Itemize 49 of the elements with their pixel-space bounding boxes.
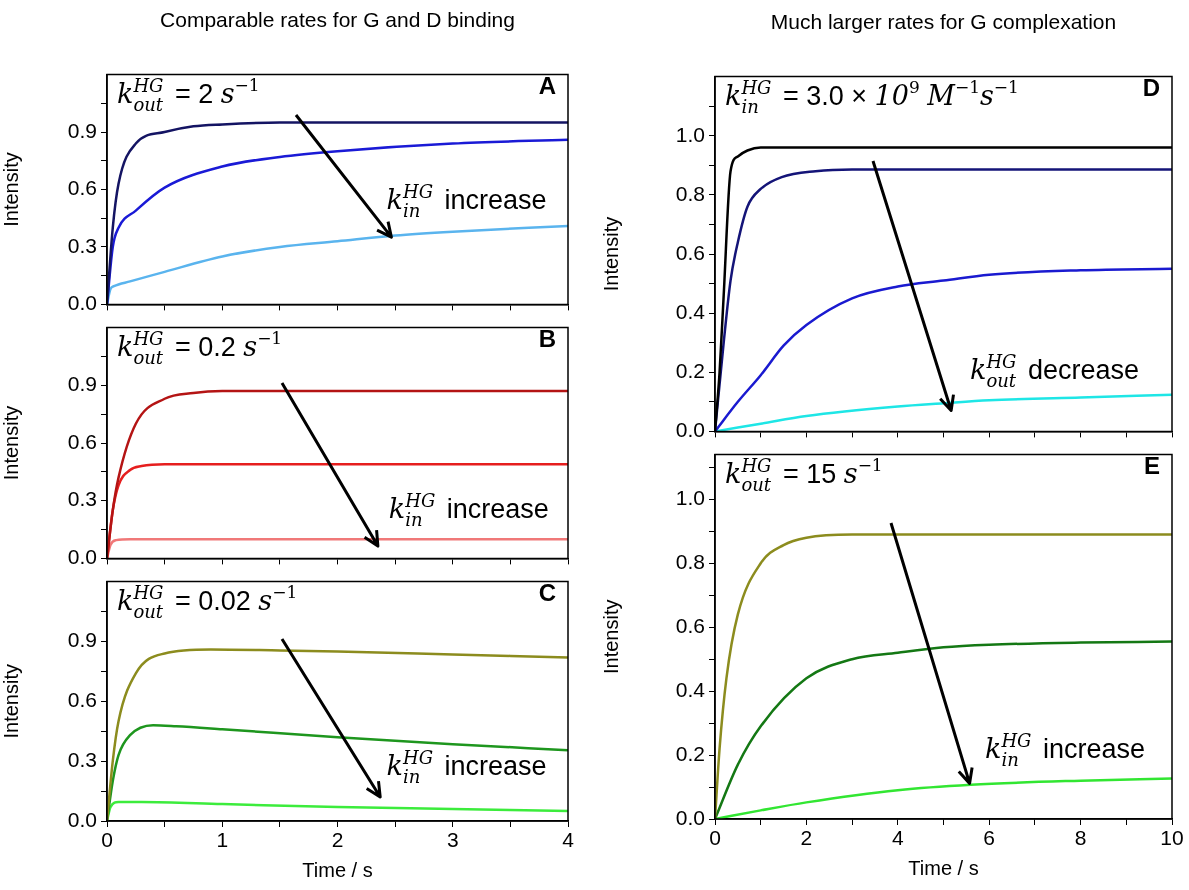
- y-tick-label: 0.6: [675, 614, 705, 638]
- y-tick-label: 0.2: [675, 741, 705, 765]
- chart-title: Much larger rates for G complexation: [770, 10, 1117, 34]
- y-tick-label: 0.4: [675, 677, 706, 701]
- y-axis-title: Intensity: [0, 152, 22, 227]
- x-tick-label: 2: [800, 826, 813, 850]
- x-tick-label: 6: [983, 826, 996, 850]
- x-tick-label: 4: [891, 826, 904, 850]
- y-tick-label: 0.0: [675, 418, 705, 442]
- y-tick-label: 0.3: [67, 487, 97, 511]
- y-tick-label: 0.6: [67, 688, 97, 712]
- y-axis-title: Intensity: [0, 664, 22, 739]
- y-tick-label: 0.8: [675, 181, 705, 205]
- y-tick-label: 1.0: [675, 122, 705, 146]
- x-tick-label: 3: [446, 828, 459, 852]
- annotation: D: [1142, 74, 1160, 101]
- x-tick-label: 0: [709, 826, 721, 850]
- y-tick-label: 0.3: [67, 233, 97, 257]
- annotation: E: [1143, 452, 1160, 479]
- y-tick-label: 0.6: [67, 176, 97, 200]
- annotation: A: [538, 72, 556, 99]
- x-tick-label: 0: [101, 828, 113, 852]
- x-axis-title: Time / s: [908, 856, 979, 879]
- y-tick-label: 0.0: [67, 545, 97, 569]
- y-tick-label: 0.0: [67, 291, 97, 315]
- y-tick-label: 0.8: [675, 550, 705, 574]
- y-tick-label: 0.0: [67, 807, 97, 831]
- x-tick-label: 2: [331, 828, 344, 852]
- x-axis-title: Time / s: [302, 858, 373, 881]
- x-tick-label: 1: [216, 828, 229, 852]
- x-tick-label: 10: [1160, 826, 1184, 850]
- y-tick-label: 1.0: [675, 486, 705, 510]
- y-tick-label: 0.9: [67, 628, 97, 652]
- annotation: C: [538, 579, 556, 606]
- chart-title: Comparable rates for G and D binding: [160, 8, 515, 32]
- y-axis-title: Intensity: [599, 599, 622, 675]
- y-tick-label: 0.3: [67, 747, 97, 771]
- y-tick-label: 0.0: [675, 805, 705, 829]
- y-tick-label: 0.6: [675, 240, 705, 264]
- y-axis-title: Intensity: [0, 405, 22, 481]
- y-tick-label: 0.9: [67, 372, 97, 396]
- y-axis-title: Intensity: [599, 216, 622, 292]
- annotation: B: [538, 325, 556, 352]
- y-tick-label: 0.9: [67, 118, 97, 142]
- x-tick-label: 4: [562, 828, 575, 852]
- y-tick-label: 0.2: [675, 359, 705, 383]
- y-tick-label: 0.6: [67, 429, 97, 453]
- x-tick-label: 8: [1074, 826, 1087, 850]
- y-tick-label: 0.4: [675, 299, 706, 323]
